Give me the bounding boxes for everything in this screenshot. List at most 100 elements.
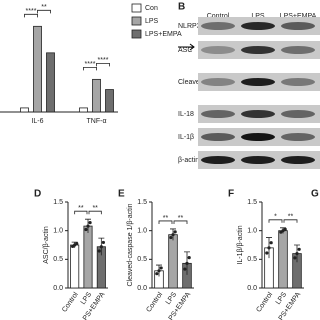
blot-band — [201, 78, 235, 86]
blot-row-label: ASC — [178, 47, 192, 54]
bar — [168, 234, 178, 289]
data-dot — [295, 252, 299, 256]
blot-band — [201, 46, 235, 54]
legend-label: LPS — [145, 18, 159, 25]
bar — [20, 107, 29, 113]
y-tick-label: 0.0 — [53, 285, 63, 292]
x-tick-label: TNF-α — [87, 118, 107, 125]
legend-swatch — [131, 16, 142, 26]
data-dot — [185, 261, 189, 265]
y-tick-label: 1.0 — [247, 228, 257, 235]
data-dot — [169, 235, 173, 240]
significance-bracket — [37, 9, 51, 14]
significance-label: **** — [26, 8, 37, 15]
significance-bracket — [158, 220, 173, 224]
blot-band — [241, 133, 275, 141]
x-tick-label: LPS — [275, 291, 289, 306]
data-dot — [267, 246, 271, 250]
y-tick-label: 0.5 — [137, 256, 147, 263]
y-tick-label: 0.5 — [247, 256, 257, 263]
data-dot — [173, 230, 177, 234]
legend-label: LPS+EMPA — [145, 31, 182, 38]
blot-row-label: IL-18 — [178, 111, 194, 118]
panel-label: G — [311, 189, 319, 200]
data-dot — [84, 227, 88, 232]
legend-label: Con — [145, 5, 158, 12]
data-dot — [75, 241, 79, 246]
y-tick-label: 0.0 — [137, 285, 147, 292]
y-tick-label: 0.0 — [247, 285, 257, 292]
data-dot — [157, 269, 161, 273]
bar — [79, 107, 88, 113]
significance-bracket — [83, 66, 97, 71]
significance-bracket — [283, 219, 298, 223]
blot-band — [241, 78, 275, 86]
y-tick-label: 1.5 — [247, 199, 257, 206]
panel-label: E — [118, 189, 125, 200]
blot-band — [241, 110, 275, 118]
significance-label: **** — [98, 57, 109, 64]
data-dot — [99, 245, 103, 249]
data-dot — [155, 272, 159, 276]
y-axis-label: Cleaved-caspase 1/β-actin — [127, 203, 134, 286]
bar — [33, 25, 42, 113]
blot-column-label: LPS — [251, 13, 265, 20]
blot-band — [241, 22, 275, 30]
significance-label: ** — [92, 205, 98, 212]
blot-band — [201, 156, 235, 164]
panel-label: B — [178, 2, 185, 13]
x-tick-label: Control — [255, 291, 274, 314]
y-tick-label: 1.5 — [53, 199, 63, 206]
y-axis-label: ASC/β-actin — [43, 226, 50, 264]
bar — [83, 225, 93, 289]
blot-band — [281, 133, 315, 141]
blot-band — [281, 156, 315, 164]
data-dot — [293, 256, 297, 260]
data-dot — [183, 267, 187, 271]
legend-swatch — [131, 3, 142, 13]
y-tick-label: 1.0 — [53, 228, 63, 235]
significance-bracket — [88, 210, 102, 215]
y-tick-label: 0.5 — [53, 256, 63, 263]
blot-band — [281, 46, 315, 54]
data-dot — [269, 241, 273, 245]
significance-label: ** — [163, 215, 169, 222]
x-tick-label: Control — [61, 291, 80, 314]
significance-label: ** — [78, 205, 84, 212]
data-dot — [86, 224, 90, 228]
significance-bracket — [96, 62, 110, 67]
data-dot — [159, 266, 163, 270]
blot-band — [281, 110, 315, 118]
significance-label: **** — [85, 61, 96, 68]
blot-row-label: IL-1β — [178, 134, 194, 141]
significance-label: ** — [288, 214, 294, 221]
y-tick-label: 1.0 — [137, 228, 147, 235]
data-dot — [283, 227, 287, 231]
blot-band — [241, 156, 275, 164]
bar — [70, 244, 80, 289]
blot-column-label: Control — [207, 13, 230, 20]
data-dot — [97, 249, 101, 253]
x-tick-label: Control — [145, 291, 164, 314]
significance-bracket — [173, 220, 188, 224]
blot-band — [201, 110, 235, 118]
data-dot — [88, 221, 92, 225]
data-dot — [101, 240, 105, 245]
significance-label: ** — [41, 4, 47, 11]
panel-label: F — [228, 189, 234, 200]
bar — [46, 52, 55, 113]
y-axis-label: IL-1β/β-actin — [237, 225, 244, 264]
significance-bracket — [74, 210, 88, 215]
data-dot — [297, 247, 301, 251]
x-tick-label: LPS — [165, 291, 179, 306]
bar — [92, 78, 101, 113]
blot-row-label: β-actin — [178, 157, 199, 164]
blot-band — [241, 46, 275, 54]
data-dot — [171, 233, 175, 237]
blot-band — [281, 22, 315, 30]
significance-bracket — [24, 13, 38, 18]
bar — [105, 89, 114, 113]
y-tick-label: 1.5 — [137, 199, 147, 206]
blot-column-label: LPS+EMPA — [280, 13, 317, 20]
